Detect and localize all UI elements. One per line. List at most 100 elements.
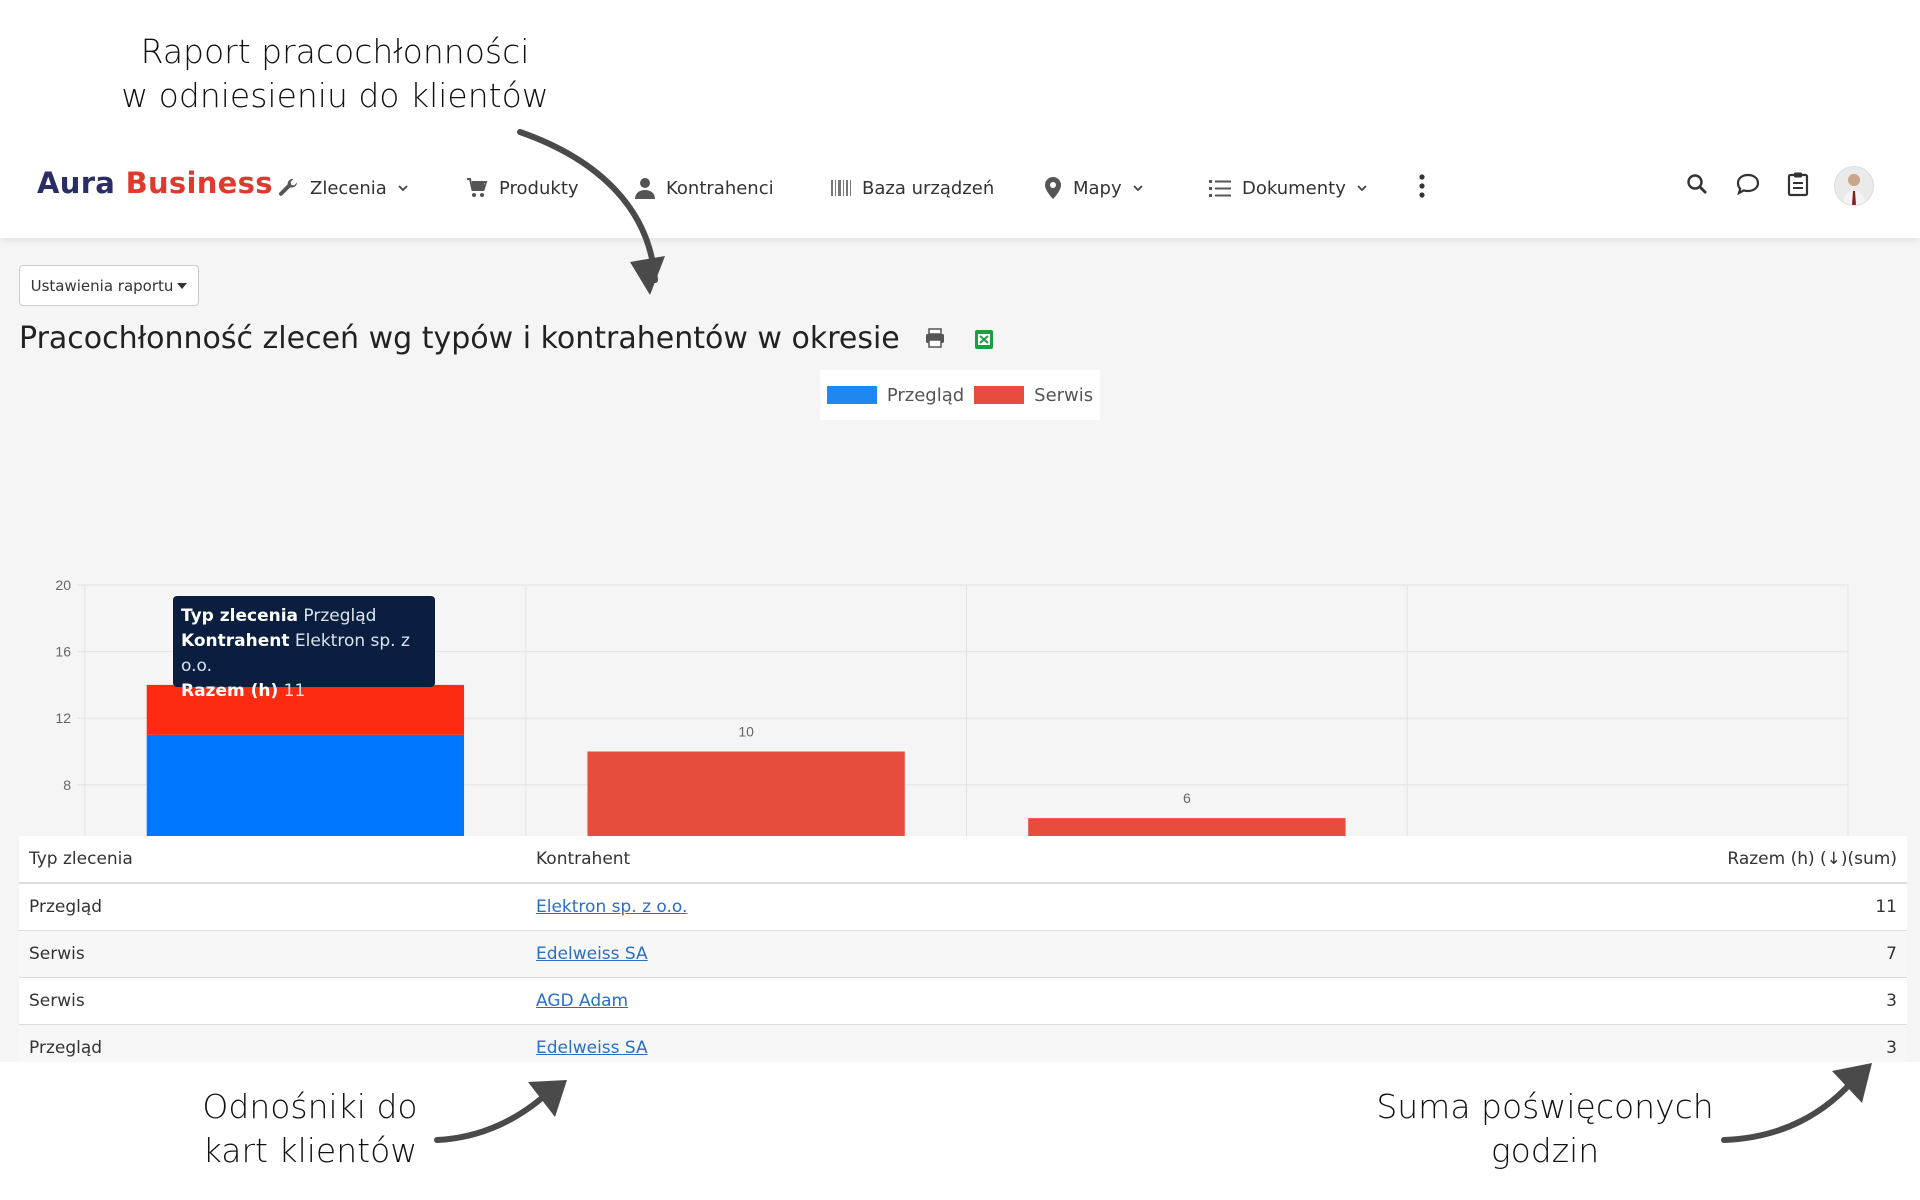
table-row: Przegląd Edelweiss SA 3 bbox=[19, 1024, 1907, 1062]
annotation-line: Odnośniki do bbox=[202, 1087, 418, 1126]
brand-logo[interactable]: Aura Business bbox=[37, 166, 273, 200]
annotation-line: w odniesieniu do klientów bbox=[121, 76, 549, 115]
table-cell-hours: 7 bbox=[1181, 930, 1907, 978]
excel-export-icon[interactable] bbox=[972, 327, 996, 351]
table-row: Serwis Edelweiss SA 7 bbox=[19, 930, 1907, 978]
list-icon bbox=[1209, 180, 1231, 197]
table-header-row: Typ zlecenia Kontrahent Razem (h) (↓)(su… bbox=[19, 836, 1907, 884]
bar-total-label: 10 bbox=[738, 724, 754, 740]
print-icon[interactable] bbox=[924, 327, 946, 349]
chat-icon bbox=[1736, 173, 1760, 196]
tooltip-label: Kontrahent bbox=[181, 631, 290, 651]
legend-label: Serwis bbox=[1034, 384, 1094, 406]
report-settings-label: Ustawienia raportu bbox=[30, 276, 174, 295]
arrow-to-sum bbox=[1721, 1072, 1861, 1143]
table-cell-client: Edelweiss SA bbox=[526, 930, 1182, 978]
annotation-line: Suma poświęconych bbox=[1376, 1087, 1714, 1126]
table-cell-client: Elektron sp. z o.o. bbox=[526, 883, 1182, 931]
table-row: Przegląd Elektron sp. z o.o. 11 bbox=[19, 883, 1907, 931]
column-header[interactable]: Razem (h) (↓)(sum) bbox=[1181, 836, 1907, 884]
map-pin-icon bbox=[1045, 177, 1061, 199]
more-vertical-icon bbox=[1419, 174, 1425, 198]
nav-item-label: Produkty bbox=[499, 177, 579, 199]
cart-icon bbox=[467, 178, 488, 197]
annotation-line: godzin bbox=[1490, 1131, 1600, 1170]
table-cell-client: AGD Adam bbox=[526, 977, 1182, 1025]
y-tick-label: 16 bbox=[55, 644, 71, 660]
nav-item-kontrahenci[interactable]: Kontrahenci bbox=[634, 173, 774, 203]
avatar[interactable] bbox=[1834, 166, 1874, 206]
tooltip-row: Razem (h) 11 bbox=[181, 679, 427, 704]
y-tick-label: 8 bbox=[63, 777, 71, 793]
search-icon bbox=[1687, 174, 1707, 194]
annotation-line: kart klientów bbox=[202, 1131, 418, 1170]
chevron-down-icon bbox=[1133, 185, 1143, 192]
report-settings-button[interactable]: Ustawienia raportu bbox=[19, 265, 199, 306]
chat-button[interactable] bbox=[1732, 168, 1764, 200]
arrowhead bbox=[528, 1080, 567, 1117]
tooltip-value: Elektron sp. z o.o. bbox=[181, 631, 410, 676]
search-button[interactable] bbox=[1681, 168, 1713, 200]
chevron-down-icon bbox=[398, 185, 408, 192]
table-cell-hours: 3 bbox=[1181, 977, 1907, 1025]
table-cell-type: Serwis bbox=[19, 977, 526, 1025]
arrow-to-links bbox=[434, 1085, 556, 1143]
clipboard-icon bbox=[1787, 172, 1809, 197]
page-title: Pracochłonność zleceń wg typów i kontrah… bbox=[19, 321, 900, 356]
annotation-sum: Suma poświęconych godzin bbox=[1360, 1085, 1730, 1173]
navbar: Aura Business Zlecenia Produkty Kontrahe… bbox=[0, 138, 1920, 238]
column-header[interactable]: Kontrahent bbox=[526, 836, 1182, 884]
tooltip-value: Przegląd bbox=[303, 606, 377, 626]
nav-item-label: Kontrahenci bbox=[666, 177, 774, 199]
user-icon bbox=[635, 178, 655, 199]
table-cell-hours: 3 bbox=[1181, 1024, 1907, 1062]
nav-item-dokumenty[interactable]: Dokumenty bbox=[1208, 173, 1368, 203]
nav-item-baza-urzadzen[interactable]: Baza urządzeń bbox=[830, 173, 994, 203]
y-tick-label: 12 bbox=[55, 710, 71, 726]
table-cell-type: Serwis bbox=[19, 930, 526, 978]
client-link[interactable]: Edelweiss SA bbox=[536, 944, 648, 964]
wrench-icon bbox=[279, 178, 297, 196]
legend-label: Przegląd bbox=[886, 384, 965, 406]
column-header[interactable]: Typ zlecenia bbox=[19, 836, 526, 884]
legend-swatch bbox=[826, 386, 877, 404]
table-cell-type: Przegląd bbox=[19, 1024, 526, 1062]
nav-item-produkty[interactable]: Produkty bbox=[465, 173, 579, 203]
brand-part1: Aura bbox=[37, 166, 116, 200]
nav-item-label: Zlecenia bbox=[310, 177, 387, 199]
table-cell-hours: 11 bbox=[1181, 883, 1907, 931]
bar-total-label: 6 bbox=[1183, 790, 1191, 806]
chart-tooltip: Typ zlecenia Przegląd Kontrahent Elektro… bbox=[173, 596, 435, 701]
legend-item-przeglad[interactable]: Przegląd bbox=[826, 384, 965, 406]
nav-item-label: Baza urządzeń bbox=[862, 177, 995, 199]
tooltip-label: Razem (h) bbox=[181, 681, 279, 701]
annotation-links: Odnośniki do kart klientów bbox=[180, 1085, 440, 1173]
table-cell-client: Edelweiss SA bbox=[526, 1024, 1182, 1062]
user-avatar-icon bbox=[1835, 167, 1873, 205]
nav-item-zlecenia[interactable]: Zlecenia bbox=[276, 173, 409, 203]
y-tick-label: 20 bbox=[55, 577, 71, 593]
table-row: Serwis AGD Adam 3 bbox=[19, 977, 1907, 1025]
table-cell-type: Przegląd bbox=[19, 883, 526, 931]
chart-legend: Przegląd Serwis bbox=[820, 370, 1100, 420]
tooltip-label: Typ zlecenia bbox=[181, 606, 299, 626]
tooltip-row: Typ zlecenia Przegląd bbox=[181, 604, 427, 629]
nav-item-mapy[interactable]: Mapy bbox=[1043, 173, 1144, 203]
legend-swatch bbox=[974, 386, 1025, 404]
annotation-report: Raport pracochłonności w odniesieniu do … bbox=[120, 30, 550, 118]
chevron-down-icon bbox=[1357, 185, 1367, 192]
arrowhead bbox=[1832, 1063, 1872, 1103]
app-window: Aura Business Zlecenia Produkty Kontrahe… bbox=[0, 138, 1920, 1062]
more-menu-button[interactable] bbox=[1406, 170, 1438, 202]
clipboard-button[interactable] bbox=[1782, 168, 1814, 200]
client-link[interactable]: Elektron sp. z o.o. bbox=[536, 897, 688, 917]
barcode-icon bbox=[831, 180, 851, 196]
legend-item-serwis[interactable]: Serwis bbox=[974, 385, 1093, 406]
client-link[interactable]: AGD Adam bbox=[536, 991, 629, 1011]
annotation-line: Raport pracochłonności bbox=[140, 32, 530, 71]
tooltip-value: 11 bbox=[283, 681, 306, 701]
client-link[interactable]: Edelweiss SA bbox=[536, 1038, 648, 1058]
tooltip-row: Kontrahent Elektron sp. z o.o. bbox=[181, 629, 427, 679]
brand-part2: Business bbox=[125, 166, 273, 200]
bar-serwis bbox=[146, 684, 465, 735]
